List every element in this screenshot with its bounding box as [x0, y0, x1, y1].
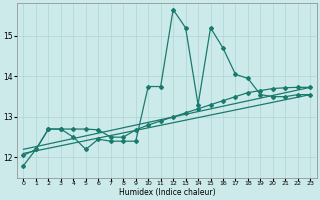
X-axis label: Humidex (Indice chaleur): Humidex (Indice chaleur) [119, 188, 215, 197]
